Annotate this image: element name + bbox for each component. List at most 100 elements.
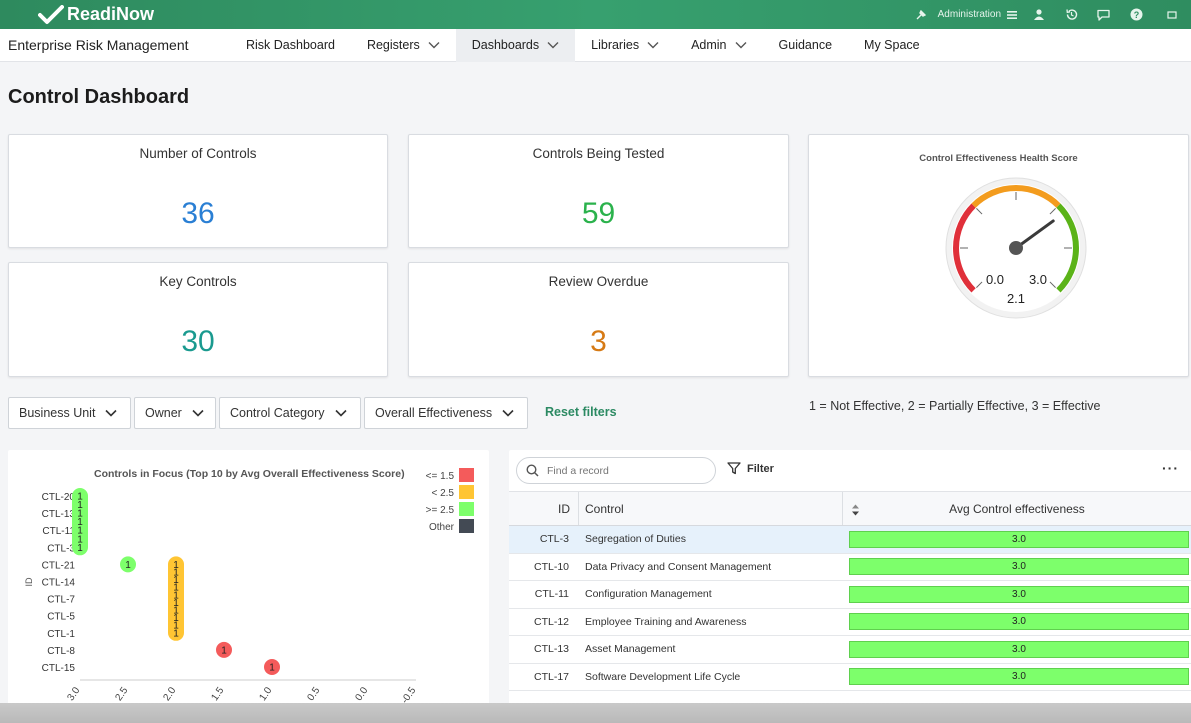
kpi-card-review-overdue[interactable]: Review Overdue 3 <box>408 262 789 377</box>
user-icon[interactable] <box>1023 0 1055 29</box>
menu-icon[interactable] <box>1001 0 1023 29</box>
kpi-value: 3 <box>590 325 607 358</box>
column-header-control[interactable]: Control <box>579 492 843 525</box>
reset-filters-link[interactable]: Reset filters <box>545 405 617 419</box>
history-icon[interactable] <box>1055 0 1087 29</box>
x-tick-label: 1.0 <box>257 685 274 703</box>
chat-icon[interactable] <box>1087 0 1119 29</box>
data-point[interactable]: 1 <box>120 556 136 573</box>
health-score-gauge-card: Control Effectiveness Health Score 0.0 3… <box>808 134 1189 377</box>
tools-icon[interactable] <box>906 0 936 29</box>
svg-text:1: 1 <box>173 583 179 594</box>
table-row[interactable]: CTL-10 Data Privacy and Consent Managemen… <box>509 553 1191 581</box>
kpi-card-number-of-controls[interactable]: Number of Controls 36 <box>8 134 388 248</box>
nav-item-guidance[interactable]: Guidance <box>763 29 849 62</box>
controls-in-focus-chart: Controls in Focus (Top 10 by Avg Overall… <box>8 450 489 710</box>
effectiveness-bar: 3.0 <box>849 640 1189 658</box>
nav-item-label: Libraries <box>591 38 640 52</box>
svg-text:1: 1 <box>269 663 275 674</box>
top-bar: ReadiNow Administration ? <box>0 0 1191 29</box>
table-row[interactable]: CTL-12 Employee Training and Awareness 3.0 <box>509 608 1191 636</box>
chevron-down-icon <box>105 409 118 417</box>
filter-control-category[interactable]: Control Category <box>219 397 361 429</box>
effectiveness-bar: 3.0 <box>849 558 1189 576</box>
chevron-down-icon <box>502 409 514 417</box>
column-header-effectiveness[interactable]: Avg Control effectiveness <box>843 492 1191 525</box>
y-tick-label: CTL-15 <box>42 663 76 674</box>
kpi-title: Number of Controls <box>139 146 257 161</box>
filter-business-unit[interactable]: Business Unit <box>8 397 131 429</box>
search-input[interactable] <box>547 464 707 477</box>
cell-id: CTL-3 <box>539 533 569 546</box>
nav-item-my-space[interactable]: My Space <box>848 29 936 62</box>
nav-item-admin[interactable]: Admin <box>675 29 762 62</box>
effectiveness-bar: 3.0 <box>849 668 1189 686</box>
table-row[interactable]: CTL-17 Software Development Life Cycle 3.0 <box>509 663 1191 691</box>
nav-item-libraries[interactable]: Libraries <box>575 29 675 62</box>
chevron-down-icon <box>647 42 659 49</box>
table-row[interactable]: CTL-11 Configuration Management 3.0 <box>509 581 1191 609</box>
x-tick-label: 1.5 <box>209 685 226 703</box>
table-row[interactable]: CTL-3 Segregation of Duties 3.0 <box>509 526 1191 554</box>
svg-text:1: 1 <box>173 560 179 571</box>
gauge-needle <box>1014 219 1055 250</box>
data-point[interactable]: 1 <box>216 641 232 658</box>
effectiveness-bar: 3.0 <box>849 585 1189 603</box>
fullscreen-icon[interactable] <box>1153 0 1191 29</box>
sort-icon[interactable] <box>851 504 860 516</box>
y-axis-label: ID <box>24 577 34 587</box>
data-point[interactable]: 1 <box>264 659 280 675</box>
chart-title: Controls in Focus (Top 10 by Avg Overall… <box>94 468 405 480</box>
svg-text:1: 1 <box>77 492 83 503</box>
svg-text:1: 1 <box>77 509 83 520</box>
svg-text:1: 1 <box>173 628 179 639</box>
column-header-id[interactable]: ID <box>509 492 579 525</box>
y-tick-label: CTL-1 <box>47 629 75 640</box>
controls-table-panel: Filter ··· ID Control Avg Control effect… <box>509 450 1191 710</box>
chevron-down-icon <box>428 42 440 49</box>
y-tick-label: CTL-8 <box>47 646 75 657</box>
table-row[interactable]: CTL-13 Asset Management 3.0 <box>509 636 1191 664</box>
cell-id: CTL-13 <box>533 643 569 656</box>
svg-text:1: 1 <box>173 575 179 586</box>
x-tick-label: 3.0 <box>65 685 82 703</box>
cell-control: Employee Training and Awareness <box>585 615 747 628</box>
cell-control: Segregation of Duties <box>585 533 686 546</box>
y-tick-label: CTL-14 <box>42 578 76 589</box>
brand-logo[interactable]: ReadiNow <box>38 4 154 25</box>
chevron-down-icon <box>735 42 747 49</box>
kpi-value: 30 <box>181 325 215 358</box>
nav-item-registers[interactable]: Registers <box>351 29 456 62</box>
nav-item-dashboards[interactable]: Dashboards <box>455 28 576 62</box>
svg-text:1: 1 <box>173 568 179 579</box>
gauge-min-label: 0.0 <box>986 272 1004 287</box>
filter-owner[interactable]: Owner <box>134 397 216 429</box>
filter-label: Overall Effectiveness <box>375 406 493 420</box>
help-icon[interactable]: ? <box>1119 0 1153 29</box>
more-options-icon[interactable]: ··· <box>1162 460 1179 476</box>
y-tick-label: CTL-5 <box>47 612 75 623</box>
svg-text:1: 1 <box>77 526 83 537</box>
svg-text:1: 1 <box>173 606 179 617</box>
gauge-value-label: 2.1 <box>1007 291 1025 306</box>
nav-item-label: Dashboards <box>471 38 540 52</box>
cell-id: CTL-12 <box>533 615 569 628</box>
legend-label: <= 1.5 <box>426 471 455 482</box>
administration-link[interactable]: Administration <box>937 9 1001 20</box>
table-filter-button[interactable]: Filter <box>727 462 774 475</box>
nav-item-risk-dashboard[interactable]: Risk Dashboard <box>230 29 351 62</box>
gauge: 0.0 3.0 2.1 <box>945 177 1087 319</box>
kpi-card-key-controls[interactable]: Key Controls 30 <box>8 262 388 377</box>
y-tick-label: CTL-3 <box>47 543 75 554</box>
svg-text:1: 1 <box>77 543 83 554</box>
kpi-value: 59 <box>581 197 616 230</box>
search-box[interactable] <box>516 457 716 484</box>
nav-item-label: Registers <box>366 38 420 52</box>
legend-swatch <box>459 468 474 482</box>
filter-overall-effectiveness[interactable]: Overall Effectiveness <box>364 397 528 429</box>
kpi-card-controls-being-tested[interactable]: Controls Being Tested 59 <box>408 134 789 248</box>
cell-id: CTL-11 <box>534 588 569 601</box>
kpi-title: Key Controls <box>159 274 237 289</box>
